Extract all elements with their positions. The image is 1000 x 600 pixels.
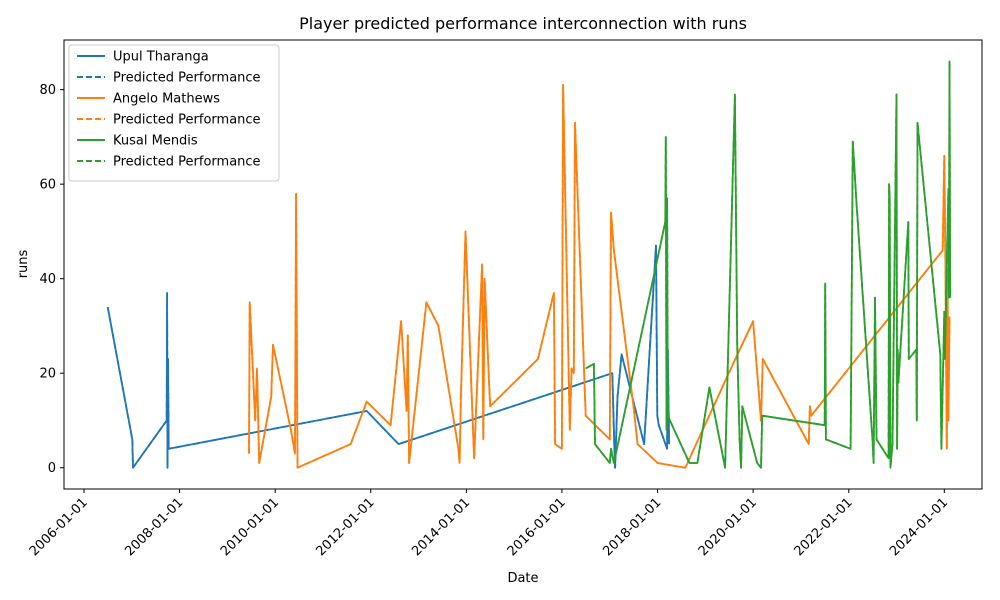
y-tick-label: 80 — [39, 83, 56, 98]
plot-frame — [63, 39, 983, 490]
legend-label: Upul Tharanga — [113, 50, 209, 65]
legend-label: Angelo Mathews — [113, 92, 220, 107]
legend-label: Predicted Performance — [113, 71, 261, 86]
legend-label: Predicted Performance — [113, 113, 261, 128]
legend: Upul Tharanga Predicted Performance Angelo… — [68, 44, 280, 182]
series-line-6 — [585, 60, 952, 469]
series-line-4 — [248, 84, 951, 469]
legend-box — [68, 44, 280, 182]
x-axis-label: Date — [507, 571, 538, 586]
y-axis-label: runs — [16, 249, 31, 278]
series-layer — [106, 60, 952, 469]
y-axis-ticks: 0 20 40 60 80 — [39, 83, 64, 476]
y-tick-label: 40 — [39, 272, 56, 287]
legend-label: Predicted Performance — [113, 155, 261, 170]
legend-label: Kusal Mendis — [113, 134, 198, 149]
chart-title: Player predicted performance interconnec… — [299, 14, 747, 33]
series-line-2 — [106, 244, 670, 469]
y-tick-label: 60 — [39, 178, 56, 193]
y-tick-label: 0 — [48, 461, 56, 476]
y-tick-label: 20 — [39, 367, 56, 382]
